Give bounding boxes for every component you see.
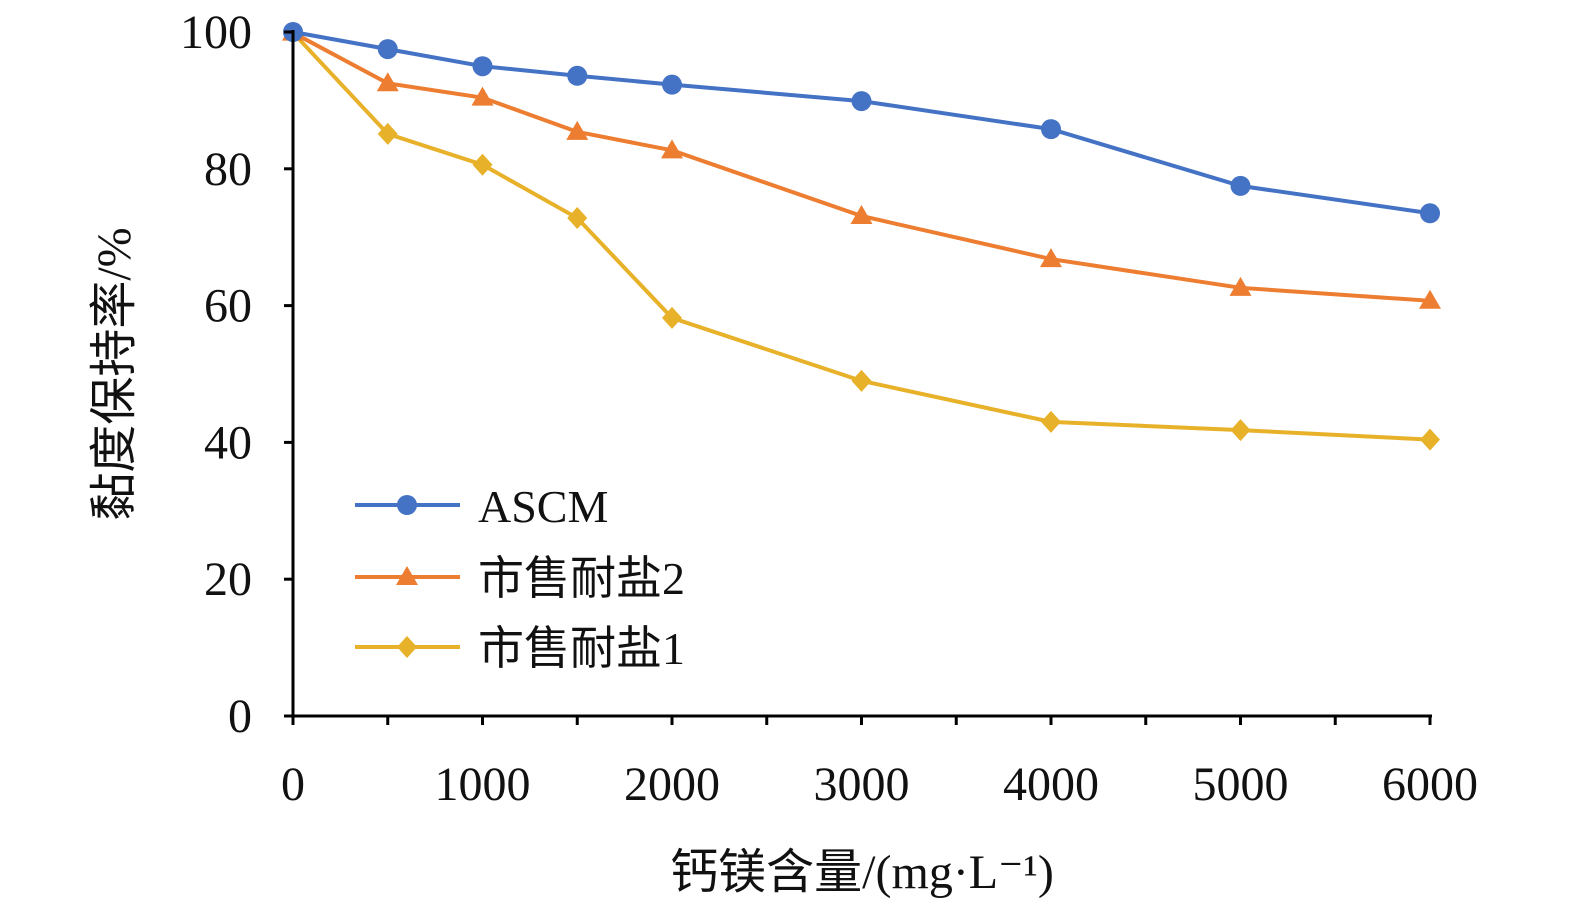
x-tick-label: 2000 [624, 758, 720, 811]
data-point [850, 204, 873, 224]
legend-marker [397, 495, 417, 515]
legend-marker [396, 566, 418, 585]
series-layer [282, 21, 1441, 451]
x-tick-label: 4000 [1003, 758, 1099, 811]
data-point [376, 72, 399, 92]
data-point [377, 39, 398, 60]
ticks-layer: 0 1000 2000 3000 4000 5000 6000 0 20 40 60 80 100 [180, 6, 1478, 811]
data-point [851, 91, 872, 112]
data-point [1420, 203, 1440, 224]
data-point [471, 86, 494, 106]
y-tick-label: 60 [204, 280, 252, 333]
data-point [1041, 119, 1061, 140]
data-point [567, 65, 588, 86]
series-市售耐盐1 [283, 21, 1440, 451]
y-tick-label: 0 [228, 690, 252, 743]
data-point [1229, 276, 1252, 296]
y-tick-label: 40 [204, 416, 252, 469]
data-point [1419, 289, 1441, 309]
y-tick-label: 100 [180, 6, 252, 59]
x-tick-label: 6000 [1382, 758, 1478, 811]
x-tick-label: 3000 [814, 758, 910, 811]
data-point [377, 122, 398, 145]
data-point [566, 120, 589, 140]
x-tick-label: 5000 [1193, 758, 1289, 811]
legend-item: 市售耐盐2 [355, 553, 685, 604]
data-point [1420, 428, 1440, 451]
x-axis-label: 钙镁含量/(mg·L⁻¹) [670, 846, 1054, 899]
data-point [1041, 410, 1061, 433]
y-tick-label: 20 [204, 553, 252, 606]
data-point [662, 306, 682, 329]
x-tick-label: 1000 [435, 758, 531, 811]
y-tick-label: 80 [204, 143, 252, 196]
series-line [292, 30, 1431, 216]
data-point [1230, 175, 1251, 196]
data-point [661, 139, 683, 159]
y-axis-label: 黏度保持率/% [88, 227, 141, 520]
data-point [567, 207, 588, 230]
x-tick-label: 0 [281, 758, 305, 811]
legend-label: ASCM [478, 481, 608, 532]
legend-label: 市售耐盐1 [478, 623, 685, 674]
legend-label: 市售耐盐2 [478, 553, 685, 604]
legend-item: ASCM [355, 481, 608, 532]
legend: ASCM 市售耐盐2 市售耐盐1 [355, 481, 685, 674]
series-ASCM [283, 22, 1440, 224]
data-point [851, 369, 872, 392]
data-point [472, 56, 493, 77]
data-point [1230, 419, 1251, 442]
legend-marker [397, 636, 417, 658]
legend-item: 市售耐盐1 [355, 623, 685, 674]
data-point [662, 74, 682, 95]
series-line [292, 30, 1431, 303]
series-市售耐盐2 [282, 21, 1441, 309]
data-point [472, 153, 493, 176]
data-point [1040, 248, 1062, 268]
